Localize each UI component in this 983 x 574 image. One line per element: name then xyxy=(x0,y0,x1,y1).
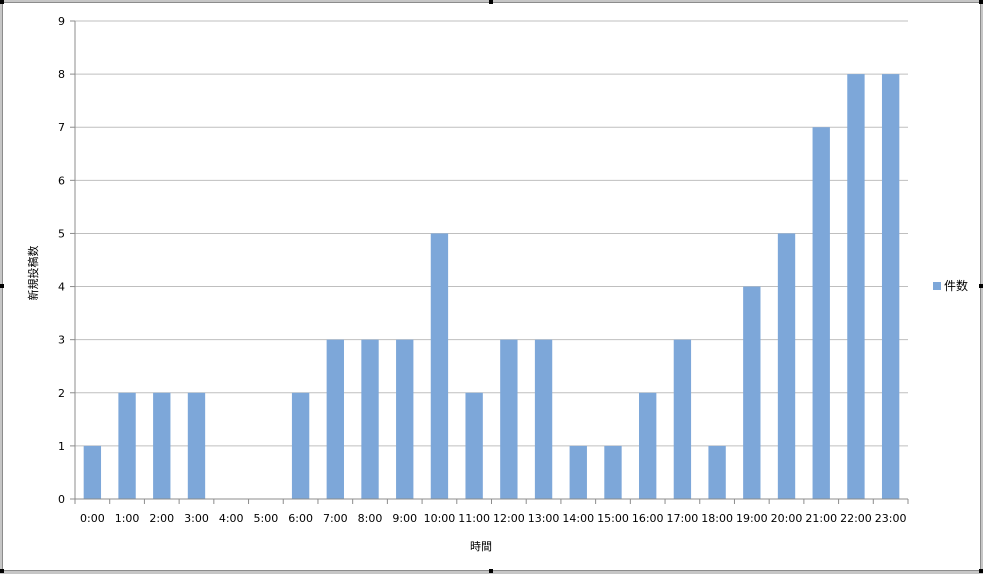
y-tick-label: 3 xyxy=(58,334,65,347)
resize-handle-bottom-center[interactable] xyxy=(489,569,493,573)
x-axis-title: 時間 xyxy=(470,540,492,553)
axes xyxy=(74,21,908,500)
x-tick-label: 22:00 xyxy=(840,512,872,525)
legend: 件数 xyxy=(933,278,968,293)
x-tick-label: 14:00 xyxy=(562,512,594,525)
x-tick-label: 9:00 xyxy=(392,512,417,525)
x-tick-label: 8:00 xyxy=(358,512,383,525)
resize-handle-top-left[interactable] xyxy=(0,0,4,4)
bar-19:00[interactable] xyxy=(743,286,761,499)
bar-2:00[interactable] xyxy=(153,392,171,499)
bar-7:00[interactable] xyxy=(326,339,344,499)
bar-21:00[interactable] xyxy=(812,127,830,499)
y-tick-label: 8 xyxy=(58,68,65,81)
x-tick-label: 5:00 xyxy=(254,512,279,525)
x-tick-label: 3:00 xyxy=(184,512,209,525)
y-tick-label: 6 xyxy=(58,174,65,187)
bar-chart: 0 1 2 3 4 5 6 7 8 9 0:00 1:00 2:00 3:00 4:00 5:00 6:00 7… xyxy=(26,15,968,553)
bars xyxy=(83,74,900,499)
y-tick-labels: 0 1 2 3 4 5 6 7 8 9 xyxy=(58,15,65,506)
y-tick-label: 9 xyxy=(58,15,65,28)
x-tick-label: 16:00 xyxy=(632,512,664,525)
x-tick-label: 11:00 xyxy=(458,512,490,525)
bar-3:00[interactable] xyxy=(187,392,206,499)
bar-8:00[interactable] xyxy=(361,339,379,499)
bar-12:00[interactable] xyxy=(500,339,518,499)
x-tick-label: 10:00 xyxy=(424,512,456,525)
bar-0:00[interactable] xyxy=(83,445,102,499)
y-tick-label: 4 xyxy=(58,281,65,294)
x-tick-label: 1:00 xyxy=(115,512,140,525)
y-tick-label: 2 xyxy=(58,387,65,400)
resize-handle-middle-left[interactable] xyxy=(0,284,4,288)
x-tick-label: 4:00 xyxy=(219,512,244,525)
x-tick-label: 17:00 xyxy=(667,512,699,525)
bar-13:00[interactable] xyxy=(534,339,553,499)
x-tick-labels: 0:00 1:00 2:00 3:00 4:00 5:00 6:00 7:00 8:00 9:00… xyxy=(80,512,906,525)
legend-swatch xyxy=(933,282,941,290)
resize-handle-middle-right[interactable] xyxy=(979,284,983,288)
bar-15:00[interactable] xyxy=(604,445,622,499)
x-tick-label: 2:00 xyxy=(149,512,174,525)
x-tick-label: 6:00 xyxy=(288,512,313,525)
bar-16:00[interactable] xyxy=(639,392,657,499)
bar-1:00[interactable] xyxy=(118,392,136,499)
bar-23:00[interactable] xyxy=(881,74,900,499)
x-tick-label: 21:00 xyxy=(805,512,837,525)
x-tick-label: 7:00 xyxy=(323,512,348,525)
bar-10:00[interactable] xyxy=(430,233,449,499)
bar-14:00[interactable] xyxy=(569,445,587,499)
legend-label: 件数 xyxy=(944,278,968,293)
bar-11:00[interactable] xyxy=(465,392,483,499)
resize-handle-bottom-left[interactable] xyxy=(0,569,4,573)
x-tick-label: 18:00 xyxy=(701,512,733,525)
y-tick-label: 0 xyxy=(58,493,65,506)
x-tick-label: 23:00 xyxy=(875,512,907,525)
y-tick-label: 7 xyxy=(58,121,65,134)
y-tick-label: 5 xyxy=(58,227,65,240)
y-tick-label: 1 xyxy=(58,440,65,453)
resize-handle-bottom-right[interactable] xyxy=(979,569,983,573)
bar-18:00[interactable] xyxy=(708,445,726,499)
x-tick-label: 15:00 xyxy=(597,512,629,525)
bar-17:00[interactable] xyxy=(673,339,692,499)
resize-handle-top-center[interactable] xyxy=(489,0,493,4)
bar-6:00[interactable] xyxy=(291,392,310,499)
bar-22:00[interactable] xyxy=(847,74,865,499)
gridlines xyxy=(70,20,909,504)
x-tick-label: 20:00 xyxy=(771,512,803,525)
bar-20:00[interactable] xyxy=(777,233,796,499)
x-tick-label: 13:00 xyxy=(528,512,560,525)
x-tick-label: 12:00 xyxy=(493,512,525,525)
resize-handle-top-right[interactable] xyxy=(979,0,983,4)
x-tick-label: 0:00 xyxy=(80,512,105,525)
x-tick-label: 19:00 xyxy=(736,512,768,525)
bar-9:00[interactable] xyxy=(396,339,414,499)
y-axis-title: 新規投稿数 xyxy=(26,246,40,301)
